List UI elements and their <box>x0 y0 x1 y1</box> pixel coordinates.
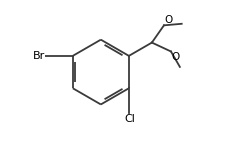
Text: O: O <box>164 15 173 25</box>
Text: Br: Br <box>32 51 45 61</box>
Text: O: O <box>171 52 180 62</box>
Text: Cl: Cl <box>124 114 135 124</box>
